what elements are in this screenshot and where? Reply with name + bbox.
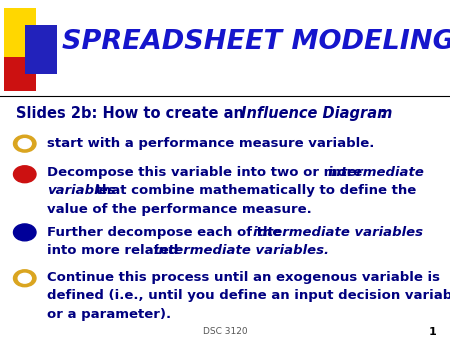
- Text: into more related: into more related: [47, 244, 183, 258]
- Text: intermediate: intermediate: [328, 166, 424, 179]
- Circle shape: [14, 166, 36, 183]
- FancyBboxPatch shape: [4, 8, 36, 61]
- Circle shape: [14, 135, 36, 152]
- Text: SPREADSHEET MODELING: SPREADSHEET MODELING: [62, 29, 450, 55]
- Circle shape: [14, 224, 36, 241]
- Text: Further decompose each of the: Further decompose each of the: [47, 226, 286, 239]
- Text: intermediate variables: intermediate variables: [253, 226, 423, 239]
- Text: Decompose this variable into two or more: Decompose this variable into two or more: [47, 166, 367, 179]
- Text: variables: variables: [47, 185, 116, 197]
- Text: defined (i.e., until you define an input decision variable: defined (i.e., until you define an input…: [47, 289, 450, 303]
- Text: DSC 3120: DSC 3120: [202, 328, 248, 336]
- Text: :: :: [379, 106, 385, 121]
- Text: that combine mathematically to define the: that combine mathematically to define th…: [91, 185, 416, 197]
- FancyBboxPatch shape: [25, 25, 57, 74]
- Text: intermediate variables.: intermediate variables.: [154, 244, 329, 258]
- Circle shape: [18, 273, 31, 283]
- Text: Slides 2b: How to create an: Slides 2b: How to create an: [16, 106, 249, 121]
- Text: or a parameter).: or a parameter).: [47, 308, 171, 321]
- Text: Influence Diagram: Influence Diagram: [241, 106, 392, 121]
- Circle shape: [14, 270, 36, 287]
- Text: start with a performance measure variable.: start with a performance measure variabl…: [47, 137, 374, 150]
- Text: value of the performance measure.: value of the performance measure.: [47, 203, 312, 216]
- Text: 1: 1: [429, 327, 436, 337]
- Circle shape: [18, 139, 31, 149]
- FancyBboxPatch shape: [4, 57, 36, 91]
- Text: Continue this process until an exogenous variable is: Continue this process until an exogenous…: [47, 271, 440, 284]
